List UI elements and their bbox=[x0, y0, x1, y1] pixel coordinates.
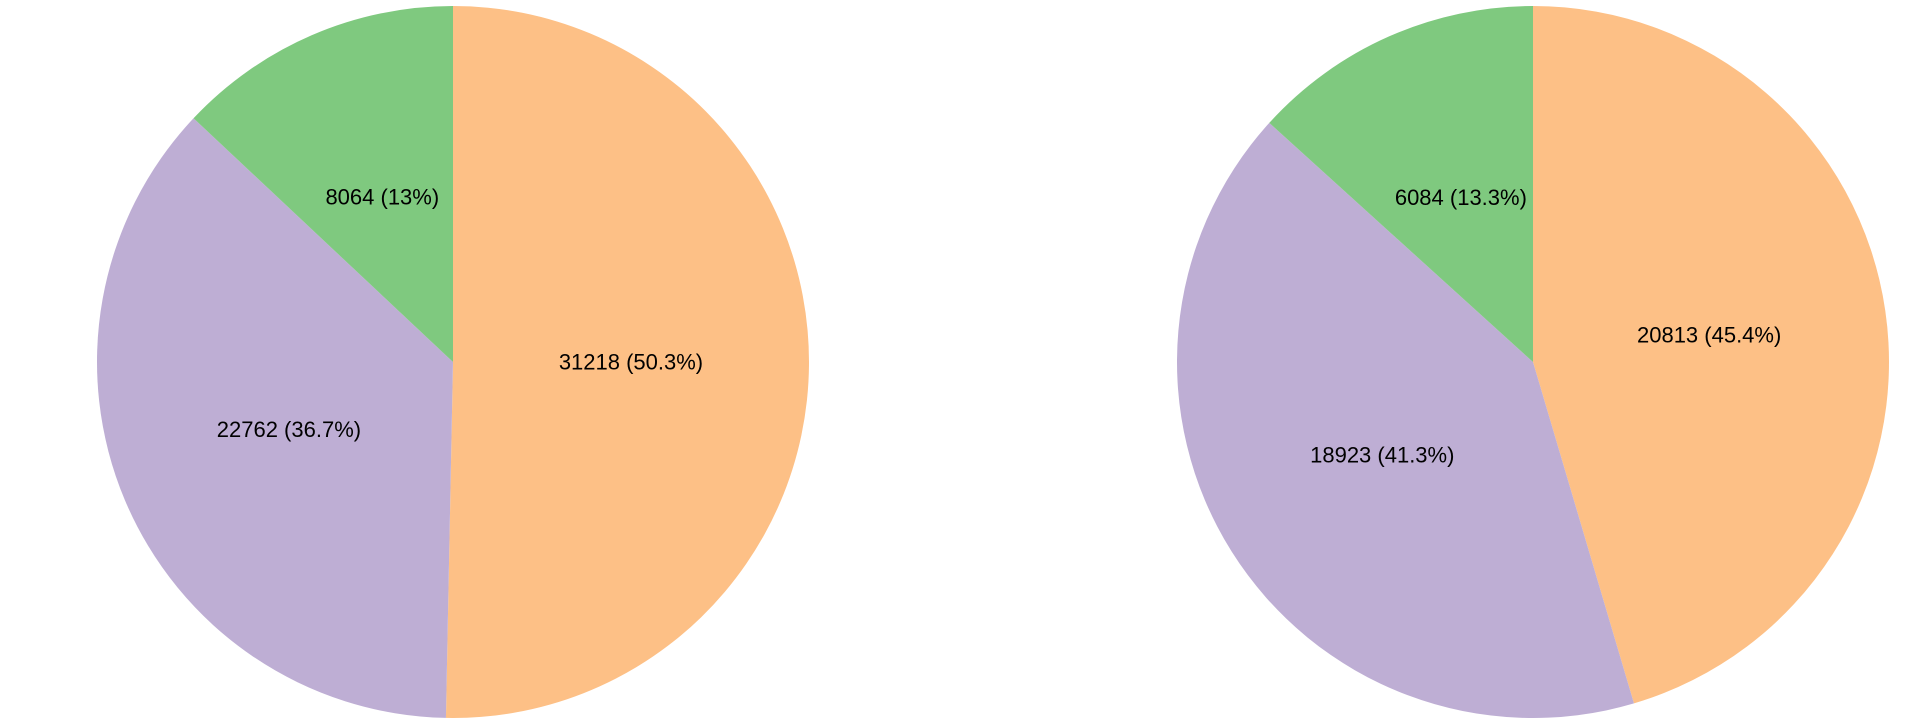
pie-0-slice-1 bbox=[97, 118, 453, 718]
pie-chart-left: 31218 (50.3%) 22762 (36.7%) 8064 (13%) bbox=[97, 6, 810, 718]
pie-0-slice-2 bbox=[193, 6, 454, 362]
pie-0-slice-0-label: 31218 (50.3%) bbox=[559, 350, 703, 375]
pie-1-slice-1 bbox=[1177, 122, 1634, 718]
pie-0-slice-0 bbox=[445, 6, 810, 718]
pie-1-slice-2-label: 6084 (13.3%) bbox=[1395, 185, 1527, 210]
pie-0-slice-1-label: 22762 (36.7%) bbox=[217, 417, 361, 442]
pie-1-slice-0-label: 20813 (45.4%) bbox=[1637, 322, 1781, 347]
pie-1-slice-2 bbox=[1269, 6, 1533, 362]
pie-chart-right: 20813 (45.4%) 18923 (41.3%) 6084 (13.3%) bbox=[1177, 6, 1889, 718]
pie-1-slice-1-label: 18923 (41.3%) bbox=[1310, 443, 1454, 468]
pie-0-slice-2-label: 8064 (13%) bbox=[325, 184, 439, 209]
pie-1-slice-0 bbox=[1533, 6, 1889, 704]
